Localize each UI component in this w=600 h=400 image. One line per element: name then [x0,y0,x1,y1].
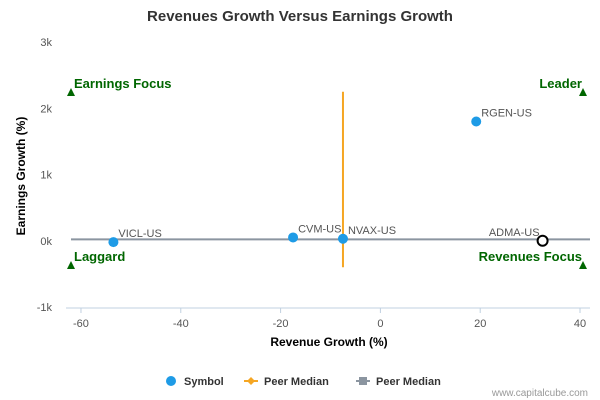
y-tick-label: 2k [40,103,52,115]
axes: -60 -40 -20 0 20 40 -1k 0k 1k 2k 3k [37,37,590,330]
y-tick-label: -1k [37,302,53,314]
credit-text: www.capitalcube.com [491,388,588,399]
y-tick-label: 0k [40,236,52,248]
data-point-label: RGEN-US [481,108,532,120]
legend-label: Symbol [184,376,224,388]
quadrant-labels: Earnings Focus Leader Laggard Revenues Focu… [67,76,587,269]
quadrant-marker-icon [579,261,587,269]
quadrant-label: Revenues Focus [479,249,582,264]
y-tick-label: 3k [40,37,52,49]
quadrant-label: Laggard [74,249,125,264]
x-axis-title: Revenue Growth (%) [270,335,387,349]
quadrant-label: Earnings Focus [74,76,172,91]
data-point-label: NVAX-US [348,225,396,237]
legend-square-icon [359,377,367,385]
legend-label: Peer Median [264,376,329,388]
x-tick-label: 20 [474,318,486,330]
quadrant-marker-icon [67,88,75,96]
legend-diamond-icon [247,377,255,385]
x-tick-label: 0 [377,318,383,330]
data-point [337,233,348,244]
quadrant-label: Leader [539,76,582,91]
legend-label: Peer Median [376,376,441,388]
data-point [536,234,549,247]
y-tick-label: 1k [40,170,52,182]
chart-title: Revenues Growth Versus Earnings Growth [147,8,453,25]
x-tick-label: -40 [173,318,189,330]
data-point-label: CVM-US [298,223,341,235]
data-point-label: ADMA-US [489,227,540,239]
data-point [108,237,119,248]
data-point [288,232,299,243]
data-point [471,116,482,127]
legend-symbol-icon [166,376,176,386]
quadrant-marker-icon [579,88,587,96]
legend: Symbol Peer Median Peer Median [166,376,441,388]
y-axis-title: Earnings Growth (%) [14,117,28,236]
data-points: VICL-US CVM-US NVAX-US RGEN-US ADMA-US [108,108,549,248]
data-point-label: VICL-US [118,228,161,240]
x-tick-label: -60 [73,318,89,330]
x-tick-label: -20 [273,318,289,330]
quadrant-marker-icon [67,261,75,269]
x-tick-label: 40 [574,318,586,330]
